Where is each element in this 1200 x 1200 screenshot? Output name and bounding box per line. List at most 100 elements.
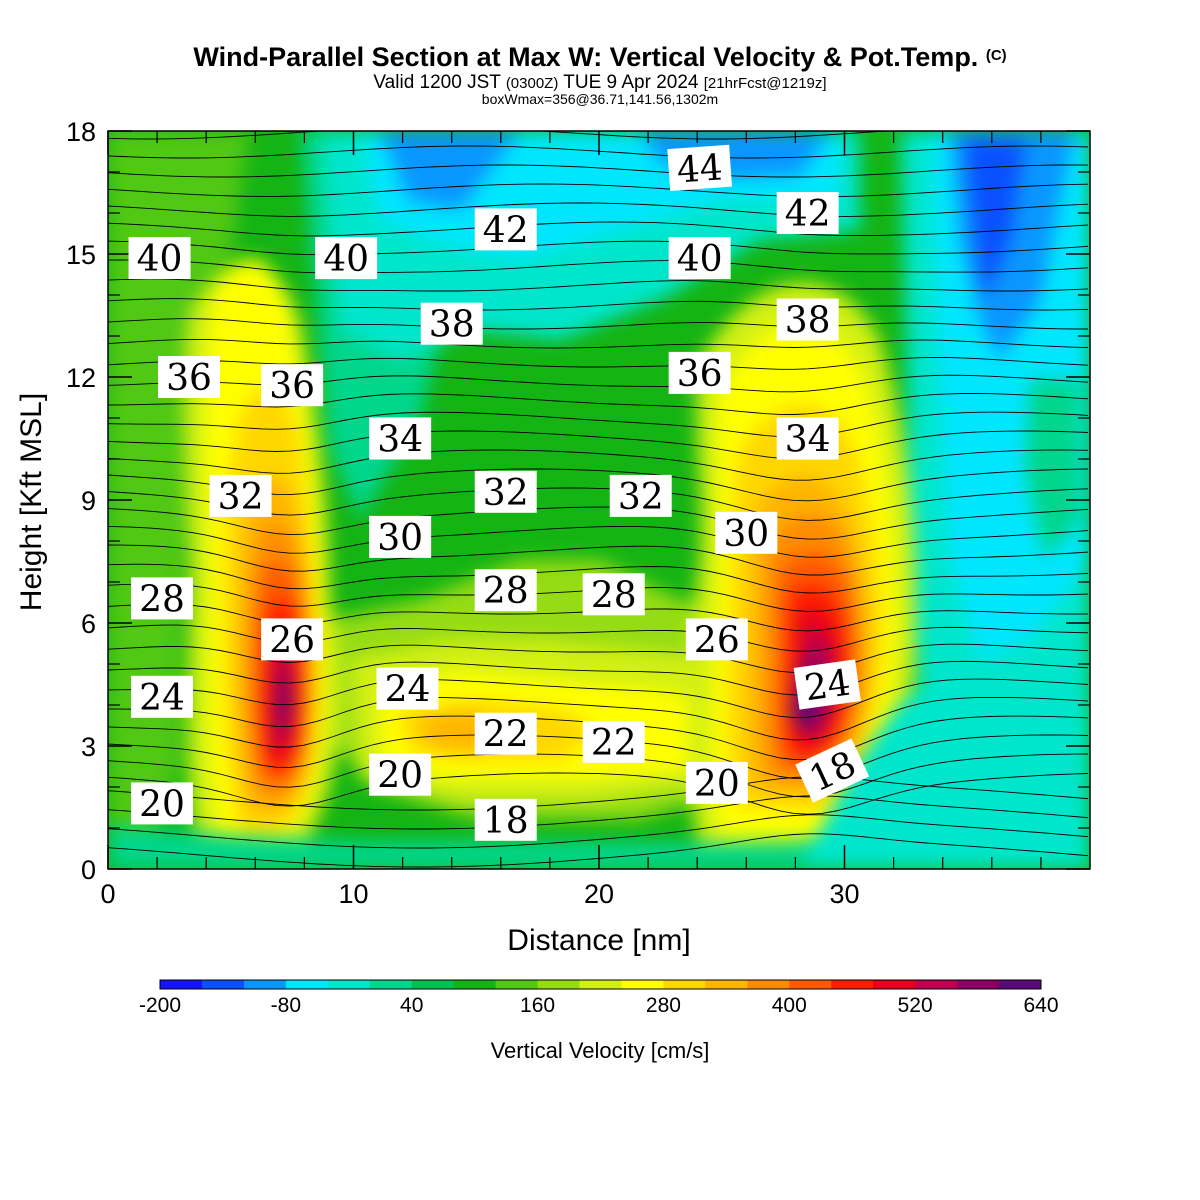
colorbar-tick-label: 280 bbox=[646, 994, 681, 1017]
contour-label-box bbox=[582, 573, 645, 616]
contour-label-box bbox=[668, 237, 731, 280]
colorbar-tick-label: -80 bbox=[271, 994, 301, 1017]
y-tick-label: 9 bbox=[81, 486, 96, 516]
contour-label: 34 bbox=[369, 417, 432, 461]
contour-label: 36 bbox=[158, 356, 221, 399]
contour-label: 38 bbox=[420, 302, 483, 346]
contour-label-text: 36 bbox=[677, 354, 723, 395]
contour-label-text: 34 bbox=[785, 420, 831, 461]
theta-contour-line bbox=[108, 318, 1088, 330]
colorbar-swatch bbox=[957, 980, 1000, 989]
theta-contour-line bbox=[108, 183, 1089, 198]
contour-label-box bbox=[685, 618, 748, 661]
contour-label-text: 22 bbox=[591, 723, 637, 764]
contour-label-box bbox=[315, 237, 378, 280]
colorbar-tick-label: 160 bbox=[520, 994, 555, 1017]
colorbar-swatch bbox=[747, 980, 790, 989]
y-tick-label: 3 bbox=[81, 732, 96, 762]
contour-label: 24 bbox=[793, 659, 861, 710]
contour-label-box bbox=[261, 364, 324, 407]
theta-contour-line bbox=[108, 506, 1089, 540]
contour-label-text: 26 bbox=[694, 620, 740, 661]
y-axis-label: Height [Kft MSL] bbox=[15, 393, 48, 611]
y-tick-label: 15 bbox=[66, 240, 96, 270]
contour-label-text: 36 bbox=[269, 366, 315, 407]
theta-contour-line bbox=[108, 145, 1089, 159]
contour-label-box bbox=[776, 192, 839, 234]
contour-label: 28 bbox=[582, 573, 645, 616]
x-axis-label: Distance [nm] bbox=[507, 924, 690, 957]
contour-label: 34 bbox=[776, 417, 839, 461]
contour-label-text: 38 bbox=[785, 301, 831, 342]
contour-label: 36 bbox=[261, 364, 324, 407]
contour-label-box bbox=[776, 298, 839, 341]
theta-contour-line bbox=[108, 449, 1089, 481]
contour-label-text: 40 bbox=[677, 239, 723, 280]
colorbar-tick-label: -200 bbox=[139, 994, 181, 1017]
colorbar-swatch bbox=[705, 980, 748, 989]
contour-label-text: 18 bbox=[483, 801, 529, 842]
contour-label-text: 40 bbox=[137, 239, 183, 280]
contour-label-box bbox=[376, 667, 439, 710]
contour-label-box bbox=[474, 208, 537, 251]
contour-label: 28 bbox=[131, 577, 194, 620]
contour-label-text: 28 bbox=[139, 579, 185, 620]
contour-label-text: 20 bbox=[377, 756, 423, 797]
contour-label: 42 bbox=[776, 192, 839, 235]
contour-label-text: 32 bbox=[618, 477, 664, 518]
contour-label: 30 bbox=[715, 511, 778, 555]
theta-contour-line bbox=[108, 525, 1089, 558]
contour-label-box bbox=[369, 515, 432, 558]
contour-label-box bbox=[261, 618, 324, 661]
theta-contour-line bbox=[108, 430, 1089, 460]
theta-contour-line bbox=[108, 298, 1089, 311]
theta-contour-line bbox=[108, 678, 1089, 719]
contour-label-box bbox=[474, 712, 537, 755]
y-tick-label: 12 bbox=[66, 363, 96, 393]
theta-contour-line bbox=[108, 544, 1089, 576]
colorbar: -200 -80 40 160 280 400 520 640 bbox=[139, 979, 1059, 1017]
theta-contour-line bbox=[108, 643, 1089, 674]
contour-label: 20 bbox=[369, 753, 432, 797]
contour-label: 44 bbox=[667, 144, 733, 192]
colorbar-swatch bbox=[915, 980, 958, 989]
contour-label-box bbox=[209, 474, 272, 517]
contour-label: 28 bbox=[474, 569, 537, 612]
contour-label-text: 32 bbox=[218, 477, 264, 518]
contour-label: 18 bbox=[474, 798, 537, 842]
contour-label: 40 bbox=[128, 237, 191, 280]
colorbar-swatch bbox=[411, 980, 455, 989]
contour-label-box bbox=[685, 761, 748, 804]
contour-label-box bbox=[582, 720, 645, 763]
colorbar-swatch bbox=[663, 980, 706, 989]
contour-label-text: 20 bbox=[694, 764, 740, 805]
contour-label: 26 bbox=[261, 618, 324, 661]
contour-label-text: 20 bbox=[139, 784, 185, 825]
contour-label-box bbox=[369, 753, 432, 796]
contour-label: 22 bbox=[474, 712, 537, 756]
colorbar-swatch bbox=[873, 980, 916, 989]
x-axis: 0 10 20 30 bbox=[100, 131, 1042, 909]
contour-label-box bbox=[131, 577, 194, 620]
contour-label-text: 24 bbox=[385, 670, 431, 711]
theta-contour-line bbox=[108, 131, 895, 140]
contour-label: 42 bbox=[474, 208, 537, 251]
contour-label-box bbox=[420, 302, 483, 345]
contour-label-box bbox=[667, 144, 733, 192]
contour-label-text: 42 bbox=[483, 210, 529, 251]
colorbar-swatch bbox=[285, 980, 329, 989]
contour-label-box bbox=[474, 470, 537, 513]
colorbar-tick-label: 40 bbox=[400, 994, 423, 1017]
colorbar-swatch bbox=[999, 980, 1042, 989]
colorbar-swatch bbox=[201, 980, 245, 989]
theta-contour-line bbox=[108, 393, 1089, 415]
contour-label-text: 30 bbox=[377, 518, 423, 559]
contour-label-box bbox=[668, 351, 731, 394]
contour-label-box bbox=[474, 798, 537, 841]
theta-contour-line bbox=[108, 278, 1089, 292]
colorbar-swatch bbox=[495, 980, 539, 989]
contour-label-text: 26 bbox=[269, 620, 315, 661]
theta-contour-line bbox=[108, 202, 1089, 217]
theta-contour-line bbox=[108, 240, 1089, 256]
